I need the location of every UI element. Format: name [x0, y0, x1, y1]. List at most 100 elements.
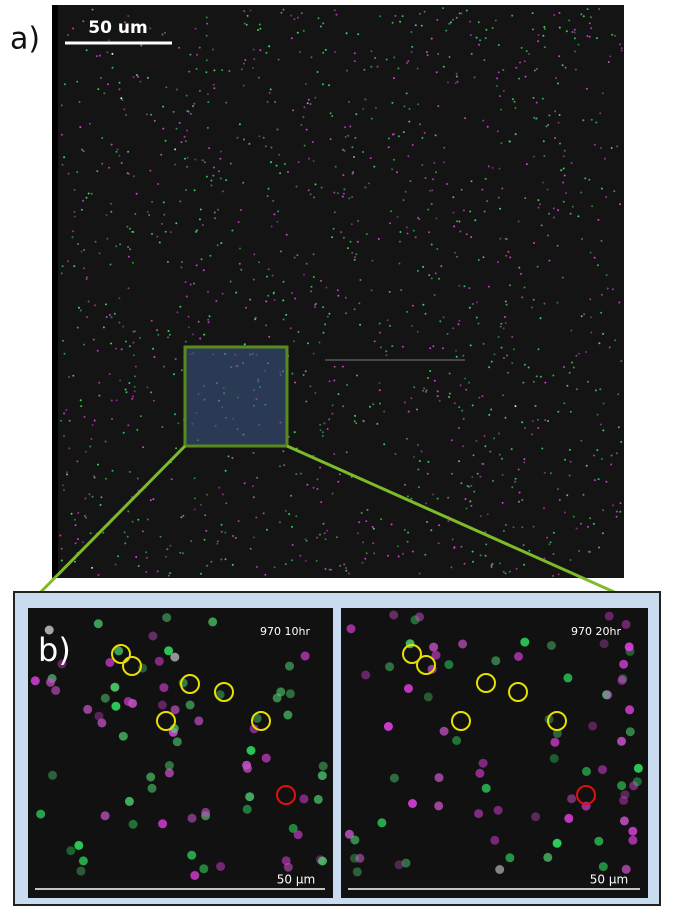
dot: [500, 142, 502, 144]
dot: [74, 519, 76, 521]
dot: [525, 76, 527, 78]
dot: [354, 420, 356, 422]
dot: [147, 519, 149, 521]
dot: [612, 504, 614, 506]
dot: [192, 333, 194, 335]
dot: [153, 356, 155, 358]
dot: [599, 112, 601, 114]
dot: [426, 521, 428, 523]
dot: [94, 619, 103, 628]
dot: [497, 261, 499, 263]
dot: [313, 160, 315, 162]
dot: [306, 484, 308, 486]
dot: [92, 9, 94, 11]
dot: [318, 771, 327, 780]
dot: [586, 88, 588, 90]
dot: [417, 331, 419, 333]
dot: [462, 355, 464, 357]
dot: [67, 260, 69, 262]
dot: [220, 559, 222, 561]
dot: [286, 689, 295, 698]
dot: [160, 154, 162, 156]
dot: [263, 512, 265, 514]
dot: [333, 453, 335, 455]
dot: [519, 492, 521, 494]
dot: [316, 488, 318, 490]
dot: [313, 353, 315, 355]
dot: [589, 22, 591, 24]
dot: [498, 71, 500, 73]
dot: [389, 611, 398, 620]
dot: [449, 56, 451, 58]
dot: [583, 494, 585, 496]
dot: [115, 348, 117, 350]
dot: [602, 92, 604, 94]
dot: [547, 189, 549, 191]
dot: [412, 551, 414, 553]
dot: [594, 837, 603, 846]
dot: [207, 101, 209, 103]
dot: [111, 702, 120, 711]
dot: [280, 12, 282, 14]
dot: [205, 530, 207, 532]
dot: [614, 339, 616, 341]
dot: [194, 477, 196, 479]
dot: [131, 231, 133, 233]
dot: [554, 137, 556, 139]
dot: [220, 178, 222, 180]
dot: [111, 144, 113, 146]
dot: [502, 474, 504, 476]
dot: [379, 15, 381, 17]
dot: [188, 111, 190, 113]
dot: [387, 555, 389, 557]
dot: [616, 145, 618, 147]
dot: [274, 101, 276, 103]
dot: [167, 261, 169, 263]
dot: [384, 722, 393, 731]
dot: [128, 256, 130, 258]
dot: [505, 572, 507, 574]
dot: [157, 334, 159, 336]
dot: [550, 472, 552, 474]
dot: [438, 278, 440, 280]
dot: [147, 386, 149, 388]
dot: [61, 548, 63, 550]
dot: [156, 329, 158, 331]
dot: [547, 235, 549, 237]
dot: [273, 213, 275, 215]
dot: [86, 316, 88, 318]
dot: [397, 216, 399, 218]
dot: [404, 402, 406, 404]
dot: [388, 138, 390, 140]
dot: [429, 643, 438, 652]
dot: [413, 386, 415, 388]
dot: [586, 465, 588, 467]
dot: [222, 190, 224, 192]
dot: [72, 230, 74, 232]
dot: [319, 467, 321, 469]
dot: [244, 482, 246, 484]
dot: [596, 37, 598, 39]
dot: [225, 102, 227, 104]
dot: [299, 51, 301, 53]
dot: [406, 226, 408, 228]
dot: [184, 136, 186, 138]
dot: [410, 397, 412, 399]
dot: [312, 141, 314, 143]
dot: [466, 233, 468, 235]
dot: [217, 540, 219, 542]
dot: [426, 389, 428, 391]
dot: [175, 447, 177, 449]
dot: [619, 203, 621, 205]
dot: [336, 536, 338, 538]
dot: [305, 401, 307, 403]
dot: [543, 155, 545, 157]
dot: [471, 180, 473, 182]
dot: [177, 311, 179, 313]
dot: [564, 150, 566, 152]
dot: [80, 310, 82, 312]
dot: [204, 539, 206, 541]
dot: [285, 662, 294, 671]
dot: [62, 265, 64, 267]
dot: [106, 238, 108, 240]
